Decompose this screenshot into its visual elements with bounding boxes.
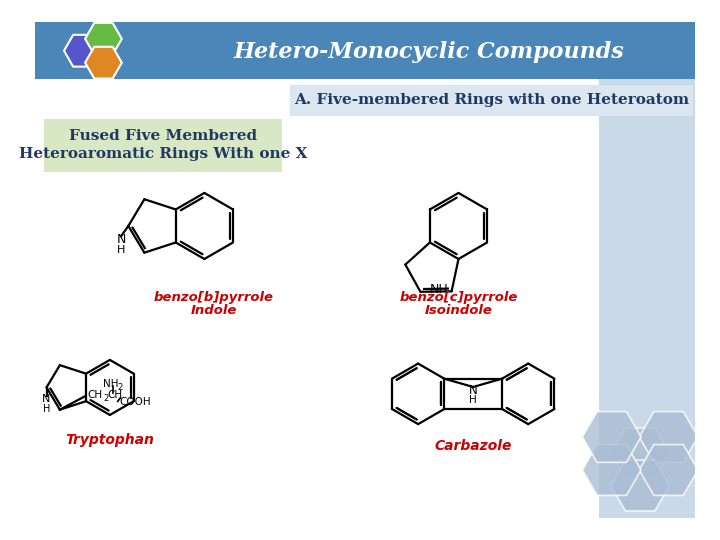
FancyBboxPatch shape	[289, 85, 693, 116]
Polygon shape	[85, 47, 122, 78]
Text: NH: NH	[430, 284, 449, 296]
Text: 2: 2	[103, 394, 108, 403]
Text: H: H	[117, 245, 125, 255]
Text: benzo[c]pyrrole: benzo[c]pyrrole	[400, 291, 518, 304]
FancyBboxPatch shape	[599, 22, 696, 518]
Text: benzo[b]pyrrole: benzo[b]pyrrole	[153, 291, 274, 304]
Text: H: H	[42, 403, 50, 414]
Text: NH: NH	[103, 379, 119, 389]
Text: 2: 2	[117, 383, 123, 392]
Polygon shape	[582, 444, 641, 495]
Polygon shape	[64, 35, 101, 66]
Polygon shape	[639, 444, 698, 495]
Polygon shape	[582, 411, 641, 462]
Text: Indole: Indole	[190, 304, 237, 317]
Polygon shape	[611, 428, 670, 479]
FancyBboxPatch shape	[44, 119, 282, 172]
Text: COOH: COOH	[120, 397, 151, 407]
Text: H: H	[469, 395, 477, 405]
Text: Hetero-Monocyclic Compounds: Hetero-Monocyclic Compounds	[234, 40, 624, 63]
Text: N: N	[469, 384, 477, 397]
Text: CH: CH	[107, 390, 122, 400]
Text: Tryptophan: Tryptophan	[66, 433, 154, 447]
Polygon shape	[639, 411, 698, 462]
Polygon shape	[611, 460, 670, 511]
Text: Fused Five Membered
Heteroaromatic Rings With one X: Fused Five Membered Heteroaromatic Rings…	[19, 129, 307, 161]
Text: CH: CH	[87, 390, 102, 400]
Text: N: N	[42, 394, 50, 404]
Text: N: N	[117, 233, 126, 246]
Text: Isoindole: Isoindole	[425, 304, 492, 317]
Text: A. Five-membered Rings with one Heteroatom: A. Five-membered Rings with one Heteroat…	[294, 93, 689, 107]
Polygon shape	[85, 23, 122, 55]
Text: Carbazole: Carbazole	[434, 439, 512, 453]
FancyBboxPatch shape	[35, 22, 696, 79]
